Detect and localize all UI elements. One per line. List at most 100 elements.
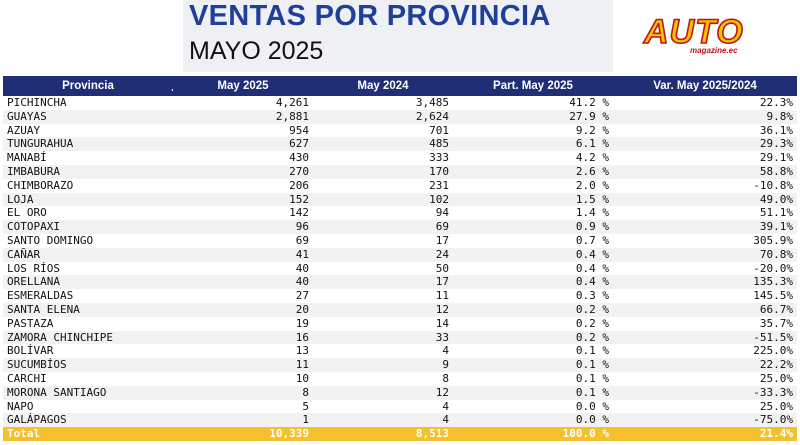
- cell-participation: 4.2 %: [575, 151, 609, 165]
- cell-may-2025: 152: [173, 192, 313, 207]
- table-row: TUNGURAHUA 627 485 6.1 % 29.3%: [3, 137, 797, 152]
- cell-variation: 35.7%: [759, 316, 793, 330]
- title-box: VENTAS POR PROVINCIA MAYO 2025: [183, 0, 613, 72]
- total-may-2025: 10,339: [173, 427, 313, 442]
- cell-may-2025: 430: [289, 151, 309, 165]
- table-row: AZUAY 954 701 9.2 % 36.1%: [3, 124, 797, 138]
- cell-participation: 0.1 %: [453, 358, 613, 372]
- total-row: Total 10,339 8,513 100.0 % 21.4%: [3, 427, 797, 442]
- cell-variation: 36.1%: [759, 123, 793, 137]
- column-header-provincia[interactable]: Provincia▼: [3, 76, 177, 96]
- cell-may-2024: 4: [442, 399, 449, 413]
- cell-participation: 0.3 %: [575, 289, 609, 303]
- table-row: EL ORO 142 94 1.4 % 51.1%: [3, 206, 797, 220]
- cell-variation: 66.7%: [613, 302, 797, 317]
- cell-may-2025: 270: [173, 164, 313, 179]
- cell-participation: 27.9 %: [453, 109, 613, 124]
- cell-may-2024: 11: [435, 289, 449, 303]
- cell-participation: 2.0 %: [575, 178, 609, 192]
- cell-may-2024: 4: [442, 344, 449, 358]
- cell-may-2024: 9: [313, 358, 453, 372]
- column-header-may-2024[interactable]: May 2024: [313, 76, 453, 96]
- cell-provincia: ORELLANA: [3, 275, 173, 290]
- cell-may-2024: 94: [435, 206, 449, 220]
- table-row: CHIMBORAZO 206 231 2.0 % -10.8%: [3, 179, 797, 193]
- cell-may-2025: 5: [302, 399, 309, 413]
- cell-participation: 9.2 %: [575, 123, 609, 137]
- cell-variation: -75.0%: [613, 413, 797, 428]
- sales-table: Provincia▼ May 2025 May 2024 Part. May 2…: [3, 76, 797, 442]
- cell-variation: 145.5%: [753, 289, 793, 303]
- table-row: LOJA 152 102 1.5 % 49.0%: [3, 192, 797, 207]
- cell-may-2024: 69: [313, 220, 453, 234]
- cell-participation: 0.0 %: [453, 413, 613, 428]
- cell-may-2025: 954: [289, 123, 309, 137]
- cell-participation: 0.7 %: [575, 233, 609, 247]
- cell-provincia: CARCHI: [7, 371, 47, 385]
- cell-variation: -20.0%: [753, 261, 793, 275]
- total-variation: 21.4%: [613, 427, 797, 442]
- column-header-participation[interactable]: Part. May 2025: [453, 76, 613, 96]
- cell-variation: -51.5%: [613, 330, 797, 345]
- cell-participation: 0.1 %: [453, 385, 613, 400]
- cell-provincia: TUNGURAHUA: [3, 137, 173, 152]
- logo-subtext: magazine.ec: [690, 46, 738, 55]
- cell-participation: 41.2 %: [569, 96, 609, 109]
- table-row: IMBABURA 270 170 2.6 % 58.8%: [3, 164, 797, 179]
- cell-may-2025: 10: [295, 371, 309, 385]
- table-row: MANABÍ 430 333 4.2 % 29.1%: [3, 151, 797, 165]
- cell-participation: 0.9 %: [453, 220, 613, 234]
- column-header-may-2025[interactable]: May 2025: [173, 76, 313, 96]
- table-body: PICHINCHA 4,261 3,485 41.2 % 22.3% GUAYAS 2,88…: [3, 96, 797, 428]
- cell-may-2025: 40: [173, 275, 313, 290]
- cell-variation: 51.1%: [759, 206, 793, 220]
- cell-participation: 6.1 %: [453, 137, 613, 152]
- cell-may-2024: 102: [313, 192, 453, 207]
- cell-provincia: ESMERALDAS: [7, 289, 74, 303]
- cell-may-2025: 16: [173, 330, 313, 345]
- cell-provincia: IMBABURA: [3, 164, 173, 179]
- automagazine-logo: AUTO magazine.ec: [643, 13, 784, 58]
- table-row: BOLÍVAR 13 4 0.1 % 225.0%: [3, 344, 797, 358]
- cell-variation: 22.2%: [613, 358, 797, 372]
- cell-may-2024: 33: [313, 330, 453, 345]
- logo-text: AUTO: [643, 13, 744, 51]
- cell-variation: 58.8%: [613, 164, 797, 179]
- cell-may-2025: 1: [173, 413, 313, 428]
- table-row: GALÁPAGOS 1 4 0.0 % -75.0%: [3, 413, 797, 428]
- cell-provincia: GUAYAS: [3, 109, 173, 124]
- cell-provincia: GALÁPAGOS: [3, 413, 173, 428]
- cell-may-2024: 333: [429, 151, 449, 165]
- cell-provincia: CAÑAR: [3, 247, 173, 262]
- total-label: Total: [3, 427, 173, 442]
- cell-may-2024: 17: [313, 275, 453, 290]
- table-row: PICHINCHA 4,261 3,485 41.2 % 22.3%: [3, 96, 797, 110]
- table-header-row: Provincia▼ May 2025 May 2024 Part. May 2…: [3, 76, 797, 96]
- table-row: SANTA ELENA 20 12 0.2 % 66.7%: [3, 302, 797, 317]
- cell-variation: 29.3%: [613, 137, 797, 152]
- cell-variation: 39.1%: [613, 220, 797, 234]
- cell-participation: 0.4 %: [453, 247, 613, 262]
- cell-participation: 0.2 %: [453, 302, 613, 317]
- cell-participation: 2.6 %: [453, 164, 613, 179]
- page-subtitle: MAYO 2025: [189, 37, 324, 65]
- cell-provincia: MANABÍ: [7, 151, 47, 165]
- cell-may-2025: 13: [295, 344, 309, 358]
- cell-may-2024: 50: [435, 261, 449, 275]
- cell-may-2025: 40: [295, 261, 309, 275]
- cell-participation: 0.1 %: [575, 371, 609, 385]
- total-participation: 100.0 %: [453, 427, 613, 442]
- cell-participation: 0.2 %: [453, 330, 613, 345]
- total-may-2024: 8,513: [313, 427, 453, 442]
- table-row: ZAMORA CHINCHIPE 16 33 0.2 % -51.5%: [3, 330, 797, 345]
- cell-provincia: CHIMBORAZO: [7, 178, 74, 192]
- cell-provincia: EL ORO: [7, 206, 47, 220]
- table-row: MORONA SANTIAGO 8 12 0.1 % -33.3%: [3, 385, 797, 400]
- cell-provincia: PASTAZA: [7, 316, 54, 330]
- cell-may-2024: 4: [313, 413, 453, 428]
- cell-may-2025: 206: [289, 178, 309, 192]
- cell-variation: 135.3%: [613, 275, 797, 290]
- column-header-variation[interactable]: Var. May 2025/2024: [613, 76, 797, 96]
- cell-variation: 49.0%: [613, 192, 797, 207]
- cell-provincia: SANTO DOMINGO: [7, 233, 94, 247]
